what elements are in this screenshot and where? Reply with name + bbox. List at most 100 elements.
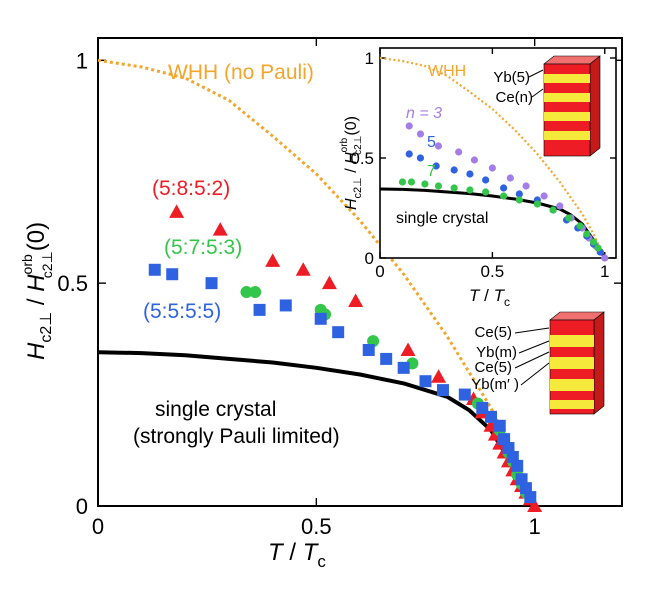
inset-tick-labels: 0 0.5 1 0 0.5 1 [350,49,609,281]
inset-point-n-3 [540,192,548,200]
main-point-5-5-5-5 [458,388,471,401]
inset-point-7 [450,184,458,192]
single-crystal-label: single crystal [155,398,276,421]
main-point-5-8-5-2 [527,498,543,512]
inset-point-7 [421,180,429,188]
inset-point-7 [434,182,443,190]
main-point-5-7-5-3 [240,286,253,299]
inset-point-5 [500,184,508,192]
inset-data-points [398,122,609,262]
inset-structure-label-ce-n: Ce(n) [495,89,533,106]
inset-single-crystal-label: single crystal [396,210,488,227]
inset-point-7 [500,192,508,200]
inset-x-axis-label: T / Tc [469,286,510,309]
inset-point-n-3 [470,156,478,164]
inset-point-7 [466,186,474,194]
main-data-points [148,204,543,512]
main-point-5-8-5-2 [212,222,228,236]
inset-point-n-3 [434,142,443,150]
main-point-5-5-5-5 [166,268,179,281]
structure-label-ce5-top: Ce(5) [474,324,512,341]
main-point-5-8-5-2 [321,275,337,290]
main-point-5-8-5-2 [348,293,364,307]
inset-point-5 [416,154,425,162]
main-point-5-5-5-5 [524,491,537,504]
main-point-5-8-5-2 [265,253,281,267]
series-label-5-7-5-3: (5:7:5:3) [164,236,242,259]
main-tick-labels: 0 0.5 1 0 0.5 1 [57,48,540,539]
inset-x-tick-label: 1 [600,262,609,281]
inset-point-7 [589,238,598,246]
structure-label-yb-m: Yb(m) [476,344,517,361]
inset-point-n-3 [416,130,425,138]
inset-point-7 [398,178,407,186]
series-label-5-8-5-2: (5:8:5:2) [152,177,230,200]
main-y-tick-label: 0.5 [57,271,88,296]
main-point-5-5-5-5 [253,303,266,316]
inset-x-tick-label: 0 [375,262,384,281]
inset-point-n-3 [488,164,496,172]
inset-point-5 [432,162,440,170]
main-point-5-5-5-5 [362,344,375,356]
main-point-5-5-5-5 [493,419,506,432]
main-plot-frame [97,37,623,507]
inset-point-5 [466,170,474,178]
inset-point-7 [549,206,557,214]
inset-point-n-3 [601,254,609,262]
inset-point-7 [565,214,573,222]
inset-point-7 [515,196,523,204]
main-y-tick-label: 0 [76,494,88,519]
inset-whh-label: WHH [428,63,466,80]
main-point-5-8-5-2 [431,369,447,383]
inset-point-5 [515,190,523,198]
main-point-5-5-5-5 [314,312,327,325]
inset-n3-label: n = 3 [406,105,442,122]
inset-layer-structure-diagram: Yb(5) Ce(n) [493,55,601,157]
inset-point-5 [482,176,490,184]
inset-point-7 [594,244,602,252]
structure-label-yb-m-prime: Yb(m′ ) [471,376,519,393]
inset-n7-label: 7 [427,163,436,180]
main-point-5-5-5-5 [436,384,449,397]
main-point-5-8-5-2 [295,262,311,276]
inset-point-7 [482,188,490,196]
inset-point-5 [450,166,458,174]
main-point-5-5-5-5 [511,459,524,472]
main-point-5-5-5-5 [380,352,393,365]
inset-point-n-3 [556,202,564,210]
whh-label: WHH (no Pauli) [168,61,314,84]
inset-point-7 [407,178,416,186]
main-point-5-5-5-5 [279,299,292,312]
inset-y-tick-label: 0.5 [350,149,374,168]
pauli-limited-label: (strongly Pauli limited) [133,425,340,448]
inset-point-7 [576,222,584,230]
inset-point-n-3 [522,182,530,190]
main-point-5-5-5-5 [332,326,345,339]
main-point-5-8-5-2 [169,204,185,218]
main-x-tick-label: 0.5 [301,514,332,539]
inset-point-7 [533,200,541,208]
inset-point-7 [583,230,591,238]
inset-structure-label-yb5: Yb(5) [493,69,530,86]
inset-x-tick-label: 0.5 [481,262,505,281]
main-point-5-5-5-5 [205,277,218,290]
y-axis-label: Hc2⊥ / Horb c2⊥(0) [19,222,55,360]
inset-point-n-3 [506,174,514,182]
main-point-5-5-5-5 [397,361,410,374]
main-x-tick-label: 0 [92,514,104,539]
main-point-5-7-5-3 [249,286,262,299]
structure-label-ce5-bottom: Ce(5) [474,359,512,376]
inset-n5-label: 5 [427,134,436,151]
inset-y-tick-label: 1 [365,49,374,68]
main-x-tick-label: 1 [529,514,541,539]
main-y-tick-label: 1 [76,48,88,73]
main-point-5-8-5-2 [400,342,416,356]
inset-point-n-3 [455,148,463,156]
inset-line-whh [379,56,606,259]
inset-point-n-3 [405,122,413,130]
inset-frame [379,47,617,259]
inset-y-axis-label: Hc2⊥ / Horb c2⊥(0) [339,116,364,210]
layer-structure-diagram: Ce(5) Yb(m) Ce(5) Yb(m′ ) [471,311,605,415]
inset-y-tick-label: 0 [365,249,374,268]
